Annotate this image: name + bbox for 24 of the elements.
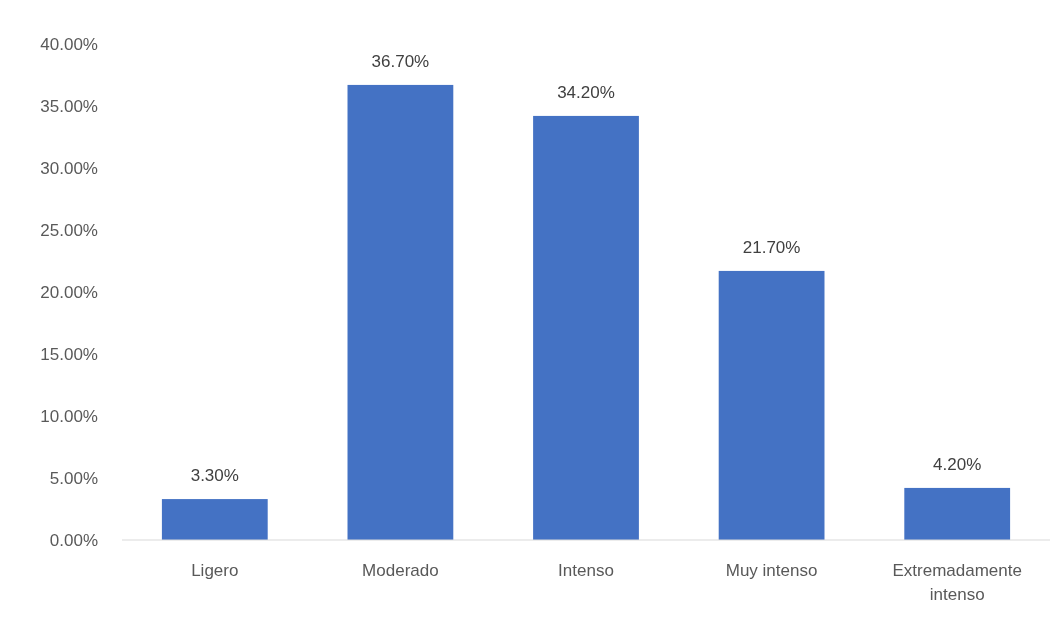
x-tick-label: Extremadamente intenso xyxy=(892,561,1022,604)
y-tick-label: 5.00% xyxy=(49,468,98,488)
bar xyxy=(904,487,1011,540)
y-tick-label: 30.00% xyxy=(40,158,98,178)
data-label: 21.70% xyxy=(742,237,801,257)
y-tick-label: 10.00% xyxy=(40,406,98,426)
bar xyxy=(718,270,825,540)
y-tick-label: 25.00% xyxy=(40,220,98,240)
x-tick-label: Ligero xyxy=(191,561,239,580)
x-tick-label: Moderado xyxy=(362,561,439,580)
bar xyxy=(347,84,454,540)
data-label: 4.20% xyxy=(933,454,982,474)
x-tick-label: Muy intenso xyxy=(725,561,818,580)
y-tick-label: 15.00% xyxy=(40,344,98,364)
x-tick-label: Intenso xyxy=(558,561,614,580)
y-tick-label: 40.00% xyxy=(40,34,98,54)
data-label: 36.70% xyxy=(371,51,430,71)
y-tick-label: 35.00% xyxy=(40,96,98,116)
bar xyxy=(533,115,639,540)
data-label: 34.20% xyxy=(557,82,615,102)
bar xyxy=(161,499,268,540)
y-tick-label: 20.00% xyxy=(40,282,98,302)
data-label: 3.30% xyxy=(190,466,239,486)
y-tick-label: 0.00% xyxy=(49,530,98,550)
